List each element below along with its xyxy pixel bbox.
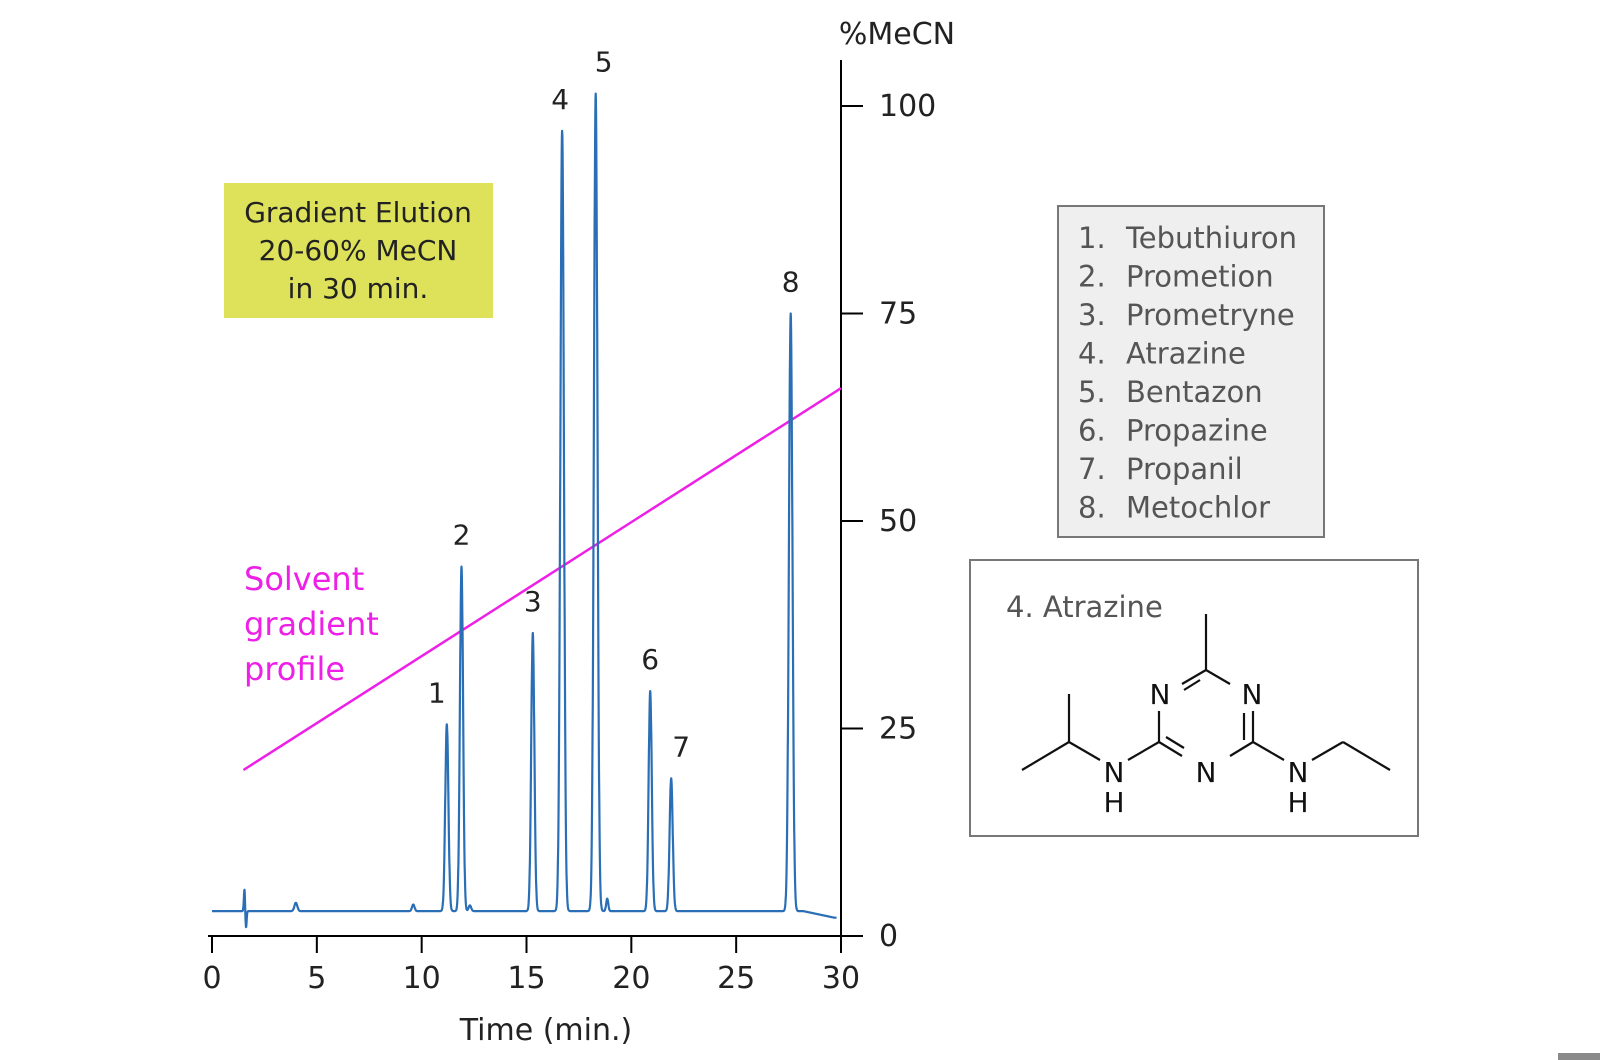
gradient-label-line-2: gradient <box>244 605 379 643</box>
method-box-line-2: 20-60% MeCN <box>259 234 458 267</box>
peak-labels: 1 2 3 45 6 7 8 <box>428 46 800 764</box>
bond <box>1021 741 1070 771</box>
legend-item-name: Metochlor <box>1126 491 1270 525</box>
x-ticks: 0 5 10 15 20 25 30 <box>202 936 860 996</box>
legend-item-number: 8. <box>1078 491 1106 525</box>
legend-item-name: Prometryne <box>1126 298 1295 332</box>
peak-label-1: 1 <box>428 676 446 709</box>
bond <box>1205 669 1231 685</box>
y2-tick-label: 0 <box>879 919 898 954</box>
x-axis-label: Time (min.) <box>459 1013 632 1048</box>
legend-box <box>1057 205 1325 538</box>
legend-item-number: 7. <box>1078 452 1106 486</box>
x-tick-label: 20 <box>612 961 650 996</box>
peak-label-6: 6 <box>641 643 659 676</box>
bond <box>1158 741 1183 757</box>
gradient-line <box>242 387 842 772</box>
legend-item-name: Tebuthiuron <box>1125 221 1297 255</box>
atom-n-left-amine: N <box>1104 756 1125 789</box>
bond <box>1229 741 1254 757</box>
bond <box>1183 679 1201 691</box>
atom-n-upper-left: N <box>1150 678 1171 711</box>
y2-ticks: 0 25 50 75 100 <box>841 89 936 954</box>
legend-item-number: 1. <box>1078 221 1106 255</box>
atom-n-right-amine: N <box>1288 756 1309 789</box>
x-tick-label: 30 <box>822 961 860 996</box>
atrazine-bonds <box>1021 614 1391 771</box>
atom-h-left-amine: H <box>1103 786 1124 819</box>
legend-item-number: 6. <box>1078 414 1106 448</box>
legend-item-name: Bentazon <box>1126 375 1263 409</box>
legend-item-name: Propanil <box>1126 452 1243 486</box>
legend-item-number: 5. <box>1078 375 1106 409</box>
legend-item-name: Propazine <box>1126 414 1268 448</box>
legend-item-name: Atrazine <box>1126 337 1246 371</box>
bond <box>1311 741 1344 761</box>
bond <box>1342 741 1391 771</box>
y2-tick-label: 100 <box>879 89 936 124</box>
bond <box>1127 741 1160 761</box>
peak-label-8: 8 <box>782 266 800 299</box>
structure-title: 4. Atrazine <box>1006 590 1163 624</box>
x-tick-label: 15 <box>507 961 545 996</box>
y2-axis-label: %MeCN <box>839 17 955 52</box>
method-box-background <box>224 183 493 318</box>
gradient-label-line-3: profile <box>244 650 345 688</box>
y2-tick-label: 25 <box>879 712 917 747</box>
x-tick-label: 5 <box>307 961 326 996</box>
legend-item-name: Prometion <box>1126 260 1274 294</box>
peak-label-3: 3 <box>524 585 542 618</box>
y2-tick-label: 50 <box>879 504 917 539</box>
x-tick-label: 10 <box>403 961 441 996</box>
peak-label-4: 4 <box>551 83 569 116</box>
peak-label-2: 2 <box>453 519 471 552</box>
bond <box>1181 669 1207 685</box>
legend-item-number: 3. <box>1078 298 1106 332</box>
atrazine-atoms: N N N N H N H <box>1103 678 1308 819</box>
method-box: Gradient Elution 20-60% MeCN in 30 min. <box>224 183 493 318</box>
legend-item-number: 4. <box>1078 337 1106 371</box>
method-box-line-3: in 30 min. <box>288 272 429 305</box>
atrazine-structure-panel: 4. Atrazine N N N N H N <box>969 559 1419 837</box>
atom-n-bottom: N <box>1196 756 1217 789</box>
gradient-label-line-1: Solvent <box>244 560 364 598</box>
peak-label-7: 7 <box>672 730 690 763</box>
x-tick-label: 25 <box>717 961 755 996</box>
legend-item-number: 2. <box>1078 260 1106 294</box>
y2-tick-label: 75 <box>879 297 917 332</box>
compound-legend: 1. Tebuthiuron 2. Prometion 3. Prometryne 4. At… <box>1057 205 1325 538</box>
corner-mark <box>1558 1053 1600 1060</box>
structure-box <box>969 559 1419 837</box>
method-box-line-1: Gradient Elution <box>244 196 472 229</box>
legend-items: 1. Tebuthiuron 2. Prometion 3. Prometryne 4. At… <box>1078 221 1297 525</box>
atom-h-right-amine: H <box>1287 786 1308 819</box>
chromatogram-trace <box>211 92 838 929</box>
peak-label-5: 5 <box>595 46 613 79</box>
atom-n-upper-right: N <box>1242 678 1263 711</box>
bond <box>1068 741 1101 761</box>
x-tick-label: 0 <box>202 961 221 996</box>
bond <box>1252 741 1285 761</box>
bond <box>1165 736 1185 749</box>
